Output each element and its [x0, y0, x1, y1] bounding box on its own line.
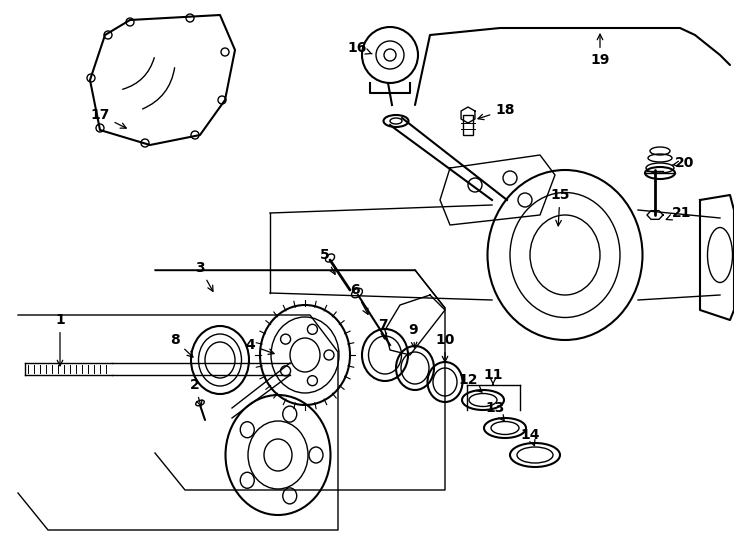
Text: 4: 4 [245, 338, 274, 354]
Text: 6: 6 [350, 283, 368, 314]
Text: 21: 21 [666, 206, 691, 220]
Text: 15: 15 [550, 188, 570, 226]
Text: 11: 11 [483, 368, 503, 385]
Text: 5: 5 [320, 248, 335, 274]
Text: 13: 13 [485, 401, 505, 421]
Text: 14: 14 [520, 428, 539, 446]
Text: 9: 9 [408, 323, 418, 348]
Bar [463, 115, 473, 135]
Text: 17: 17 [90, 108, 126, 128]
Text: 19: 19 [590, 34, 610, 67]
Text: 12: 12 [458, 373, 482, 392]
Text: 7: 7 [378, 318, 388, 339]
Text: 3: 3 [195, 261, 213, 292]
Text: 8: 8 [170, 333, 193, 357]
Text: 16: 16 [347, 41, 372, 55]
Text: 10: 10 [435, 333, 454, 362]
Text: 20: 20 [672, 156, 694, 170]
Text: 2: 2 [190, 378, 202, 406]
Text: 1: 1 [55, 313, 65, 366]
Text: 18: 18 [478, 103, 515, 120]
